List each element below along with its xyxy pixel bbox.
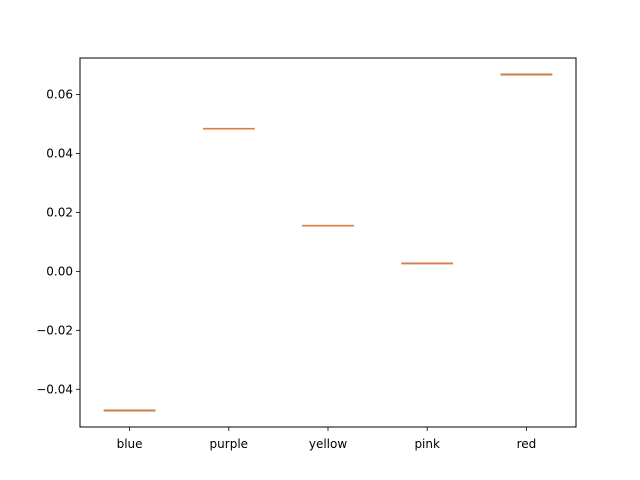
axes-frame	[79, 57, 577, 428]
y-axis-ticks: −0.04 −0.02 0.00 0.02 0.04 0.06	[36, 88, 80, 396]
y-tick-label: 0.06	[46, 88, 73, 102]
x-tick-label: blue	[117, 437, 143, 451]
x-tick-label: yellow	[309, 437, 347, 451]
x-tick-label: purple	[210, 437, 249, 451]
y-tick-label: 0.04	[46, 146, 73, 160]
y-tick-label: 0.00	[46, 264, 73, 278]
y-tick-label: −0.04	[36, 382, 73, 396]
boxes-group	[103, 73, 553, 412]
x-tick-label: red	[517, 437, 537, 451]
x-axis-ticks: blue purple yellow pink red	[117, 427, 537, 451]
y-tick-label: 0.02	[46, 205, 73, 219]
y-tick-label: −0.02	[36, 323, 73, 337]
x-tick-label: pink	[414, 437, 440, 451]
